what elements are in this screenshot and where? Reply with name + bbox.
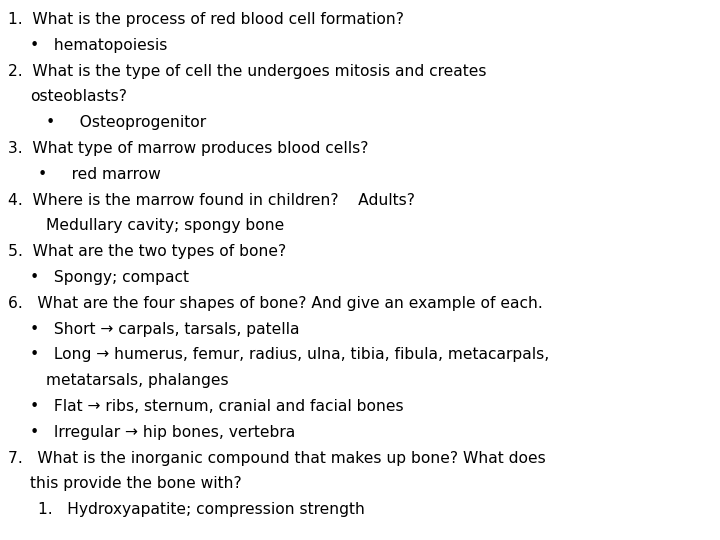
- Text: osteoblasts?: osteoblasts?: [30, 90, 127, 104]
- Text: 4.  Where is the marrow found in children?    Adults?: 4. Where is the marrow found in children…: [8, 193, 415, 207]
- Text: this provide the bone with?: this provide the bone with?: [30, 476, 242, 491]
- Text: 1.  What is the process of red blood cell formation?: 1. What is the process of red blood cell…: [8, 12, 404, 27]
- Text: •   Irregular → hip bones, vertebra: • Irregular → hip bones, vertebra: [30, 425, 295, 440]
- Text: •     red marrow: • red marrow: [38, 167, 161, 182]
- Text: 3.  What type of marrow produces blood cells?: 3. What type of marrow produces blood ce…: [8, 141, 369, 156]
- Text: •   Flat → ribs, sternum, cranial and facial bones: • Flat → ribs, sternum, cranial and faci…: [30, 399, 404, 414]
- Text: •   hematopoiesis: • hematopoiesis: [30, 38, 167, 53]
- Text: •   Long → humerus, femur, radius, ulna, tibia, fibula, metacarpals,: • Long → humerus, femur, radius, ulna, t…: [30, 347, 549, 362]
- Text: 1.   Hydroxyapatite; compression strength: 1. Hydroxyapatite; compression strength: [38, 502, 365, 517]
- Text: 6.   What are the four shapes of bone? And give an example of each.: 6. What are the four shapes of bone? And…: [8, 296, 543, 311]
- Text: metatarsals, phalanges: metatarsals, phalanges: [46, 373, 229, 388]
- Text: 5.  What are the two types of bone?: 5. What are the two types of bone?: [8, 244, 287, 259]
- Text: •   Short → carpals, tarsals, patella: • Short → carpals, tarsals, patella: [30, 322, 300, 336]
- Text: •   Spongy; compact: • Spongy; compact: [30, 270, 189, 285]
- Text: •     Osteoprogenitor: • Osteoprogenitor: [46, 115, 206, 130]
- Text: 2.  What is the type of cell the undergoes mitosis and creates: 2. What is the type of cell the undergoe…: [8, 64, 487, 79]
- Text: 7.   What is the inorganic compound that makes up bone? What does: 7. What is the inorganic compound that m…: [8, 450, 546, 465]
- Text: Medullary cavity; spongy bone: Medullary cavity; spongy bone: [46, 218, 284, 233]
